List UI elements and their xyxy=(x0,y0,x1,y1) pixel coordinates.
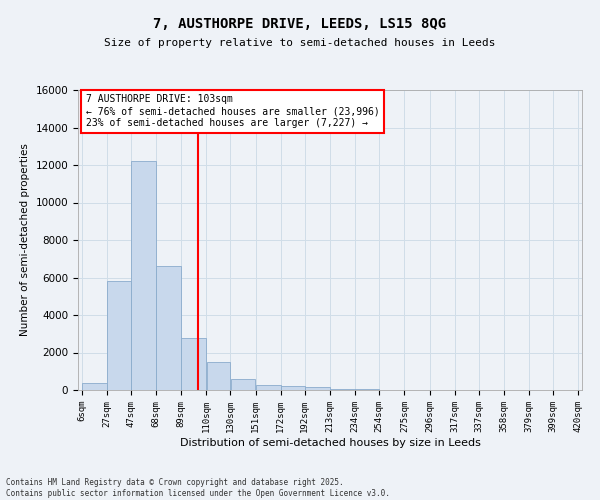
Bar xyxy=(156,266,181,390)
Bar xyxy=(281,386,305,390)
Bar xyxy=(131,161,156,390)
Bar xyxy=(82,382,107,390)
Y-axis label: Number of semi-detached properties: Number of semi-detached properties xyxy=(20,144,30,336)
Bar xyxy=(206,362,230,390)
Bar xyxy=(330,389,355,390)
Text: Size of property relative to semi-detached houses in Leeds: Size of property relative to semi-detach… xyxy=(104,38,496,48)
Bar xyxy=(107,281,131,390)
Bar xyxy=(305,387,330,390)
X-axis label: Distribution of semi-detached houses by size in Leeds: Distribution of semi-detached houses by … xyxy=(179,438,481,448)
Text: 7, AUSTHORPE DRIVE, LEEDS, LS15 8QG: 7, AUSTHORPE DRIVE, LEEDS, LS15 8QG xyxy=(154,18,446,32)
Bar xyxy=(256,386,281,390)
Text: 7 AUSTHORPE DRIVE: 103sqm
← 76% of semi-detached houses are smaller (23,996)
23%: 7 AUSTHORPE DRIVE: 103sqm ← 76% of semi-… xyxy=(86,94,379,128)
Bar xyxy=(181,338,206,390)
Text: Contains HM Land Registry data © Crown copyright and database right 2025.
Contai: Contains HM Land Registry data © Crown c… xyxy=(6,478,390,498)
Bar xyxy=(230,379,256,390)
